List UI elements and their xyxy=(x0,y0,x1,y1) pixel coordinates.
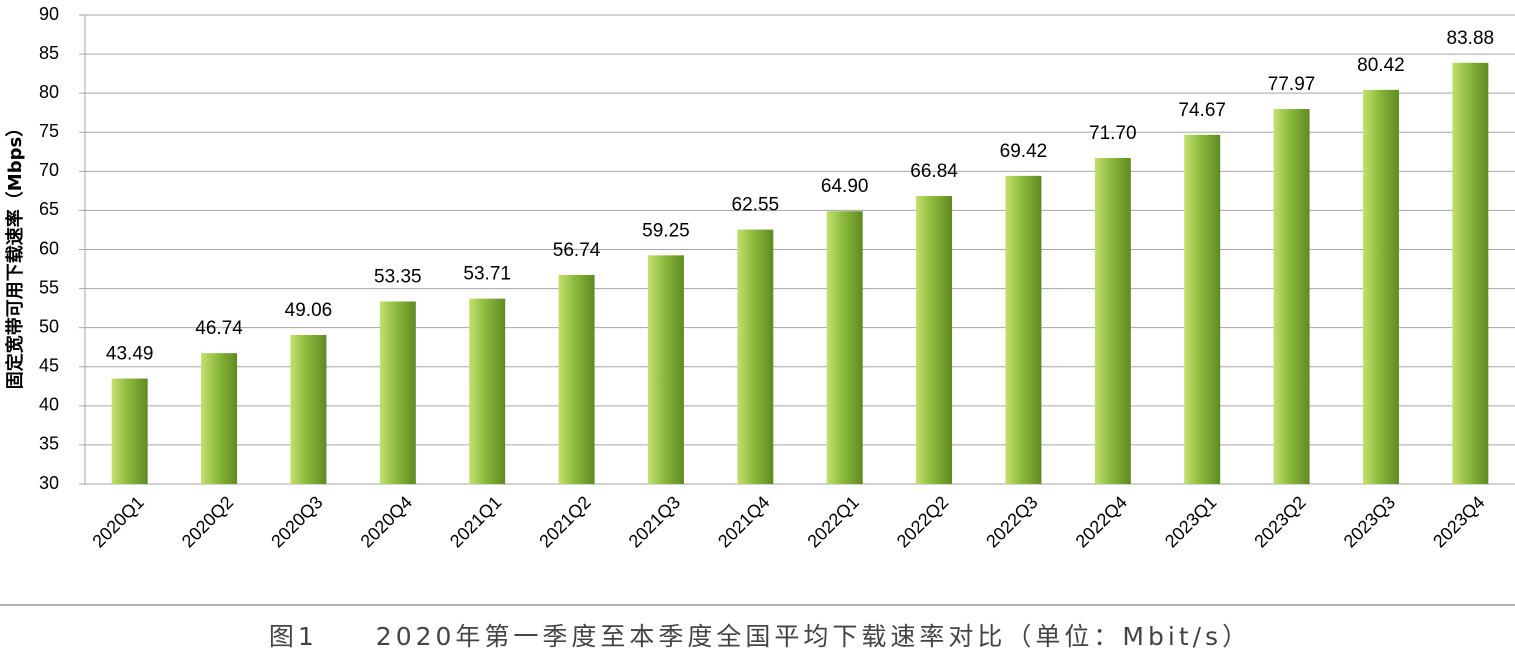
bar xyxy=(826,211,863,484)
bar xyxy=(1362,89,1399,484)
x-tick-label: 2020Q3 xyxy=(267,492,326,551)
y-tick-label: 70 xyxy=(39,160,59,180)
x-tick-label: 2021Q3 xyxy=(625,492,684,551)
x-tick-label: 2020Q2 xyxy=(178,492,237,551)
y-tick-label: 85 xyxy=(39,43,59,63)
bar xyxy=(111,378,148,484)
value-label: 64.90 xyxy=(821,176,869,197)
x-tick-label: 2021Q2 xyxy=(535,492,594,551)
bar xyxy=(1184,134,1221,484)
x-tick-label: 2023Q1 xyxy=(1161,492,1220,551)
value-label: 53.71 xyxy=(463,264,511,285)
y-tick-label: 30 xyxy=(39,473,59,493)
x-tick-label: 2023Q2 xyxy=(1250,492,1309,551)
value-label: 77.97 xyxy=(1268,74,1316,95)
bar xyxy=(290,335,327,484)
value-label: 49.06 xyxy=(285,300,333,321)
bar xyxy=(469,298,506,484)
x-tick-label: 2021Q1 xyxy=(446,492,505,551)
caption: 图1 2020年第一季度至本季度全国平均下载速率对比（单位：Mbit/s） xyxy=(269,622,1251,651)
value-label: 83.88 xyxy=(1447,28,1495,49)
x-tick-label: 2020Q1 xyxy=(88,492,147,551)
y-tick-label: 45 xyxy=(39,356,59,376)
y-tick-label: 80 xyxy=(39,82,59,102)
y-tick-label: 90 xyxy=(39,4,59,24)
x-tick-label: 2022Q4 xyxy=(1072,492,1131,551)
x-tick-label: 2023Q3 xyxy=(1340,492,1399,551)
x-tick-label: 2022Q2 xyxy=(893,492,952,551)
bar xyxy=(379,301,416,484)
bar xyxy=(1273,109,1310,485)
x-tick-label: 2022Q3 xyxy=(982,492,1041,551)
bar xyxy=(1005,175,1042,484)
value-label: 43.49 xyxy=(106,344,154,365)
value-label: 59.25 xyxy=(642,220,690,241)
y-tick-label: 40 xyxy=(39,395,59,415)
bar xyxy=(916,196,953,484)
y-tick-label: 35 xyxy=(39,434,59,454)
value-label: 80.42 xyxy=(1357,55,1405,76)
y-tick-label: 75 xyxy=(39,121,59,141)
value-label: 69.42 xyxy=(1000,141,1048,162)
value-label: 62.55 xyxy=(732,195,780,216)
bar xyxy=(737,229,774,484)
value-label: 74.67 xyxy=(1178,100,1226,121)
bar xyxy=(647,255,684,484)
value-label: 53.35 xyxy=(374,266,422,287)
y-tick-label: 55 xyxy=(39,277,59,297)
y-tick-label: 65 xyxy=(39,199,59,219)
value-label: 66.84 xyxy=(910,161,958,182)
bar xyxy=(1094,158,1131,485)
value-label: 56.74 xyxy=(553,240,601,261)
y-tick-label: 60 xyxy=(39,238,59,258)
x-tick-label: 2021Q4 xyxy=(714,492,773,551)
y-tick-label: 50 xyxy=(39,316,59,336)
x-tick-label: 2020Q4 xyxy=(357,492,416,551)
bar xyxy=(558,274,595,484)
value-label: 71.70 xyxy=(1089,123,1137,144)
y-axis-label: 固定宽带可用下载速率（Mbps） xyxy=(4,119,26,389)
bar xyxy=(201,353,238,484)
x-tick-label: 2023Q4 xyxy=(1429,492,1488,551)
bar xyxy=(1452,62,1489,484)
x-tick-label: 2022Q1 xyxy=(803,492,862,551)
value-label: 46.74 xyxy=(195,318,243,339)
